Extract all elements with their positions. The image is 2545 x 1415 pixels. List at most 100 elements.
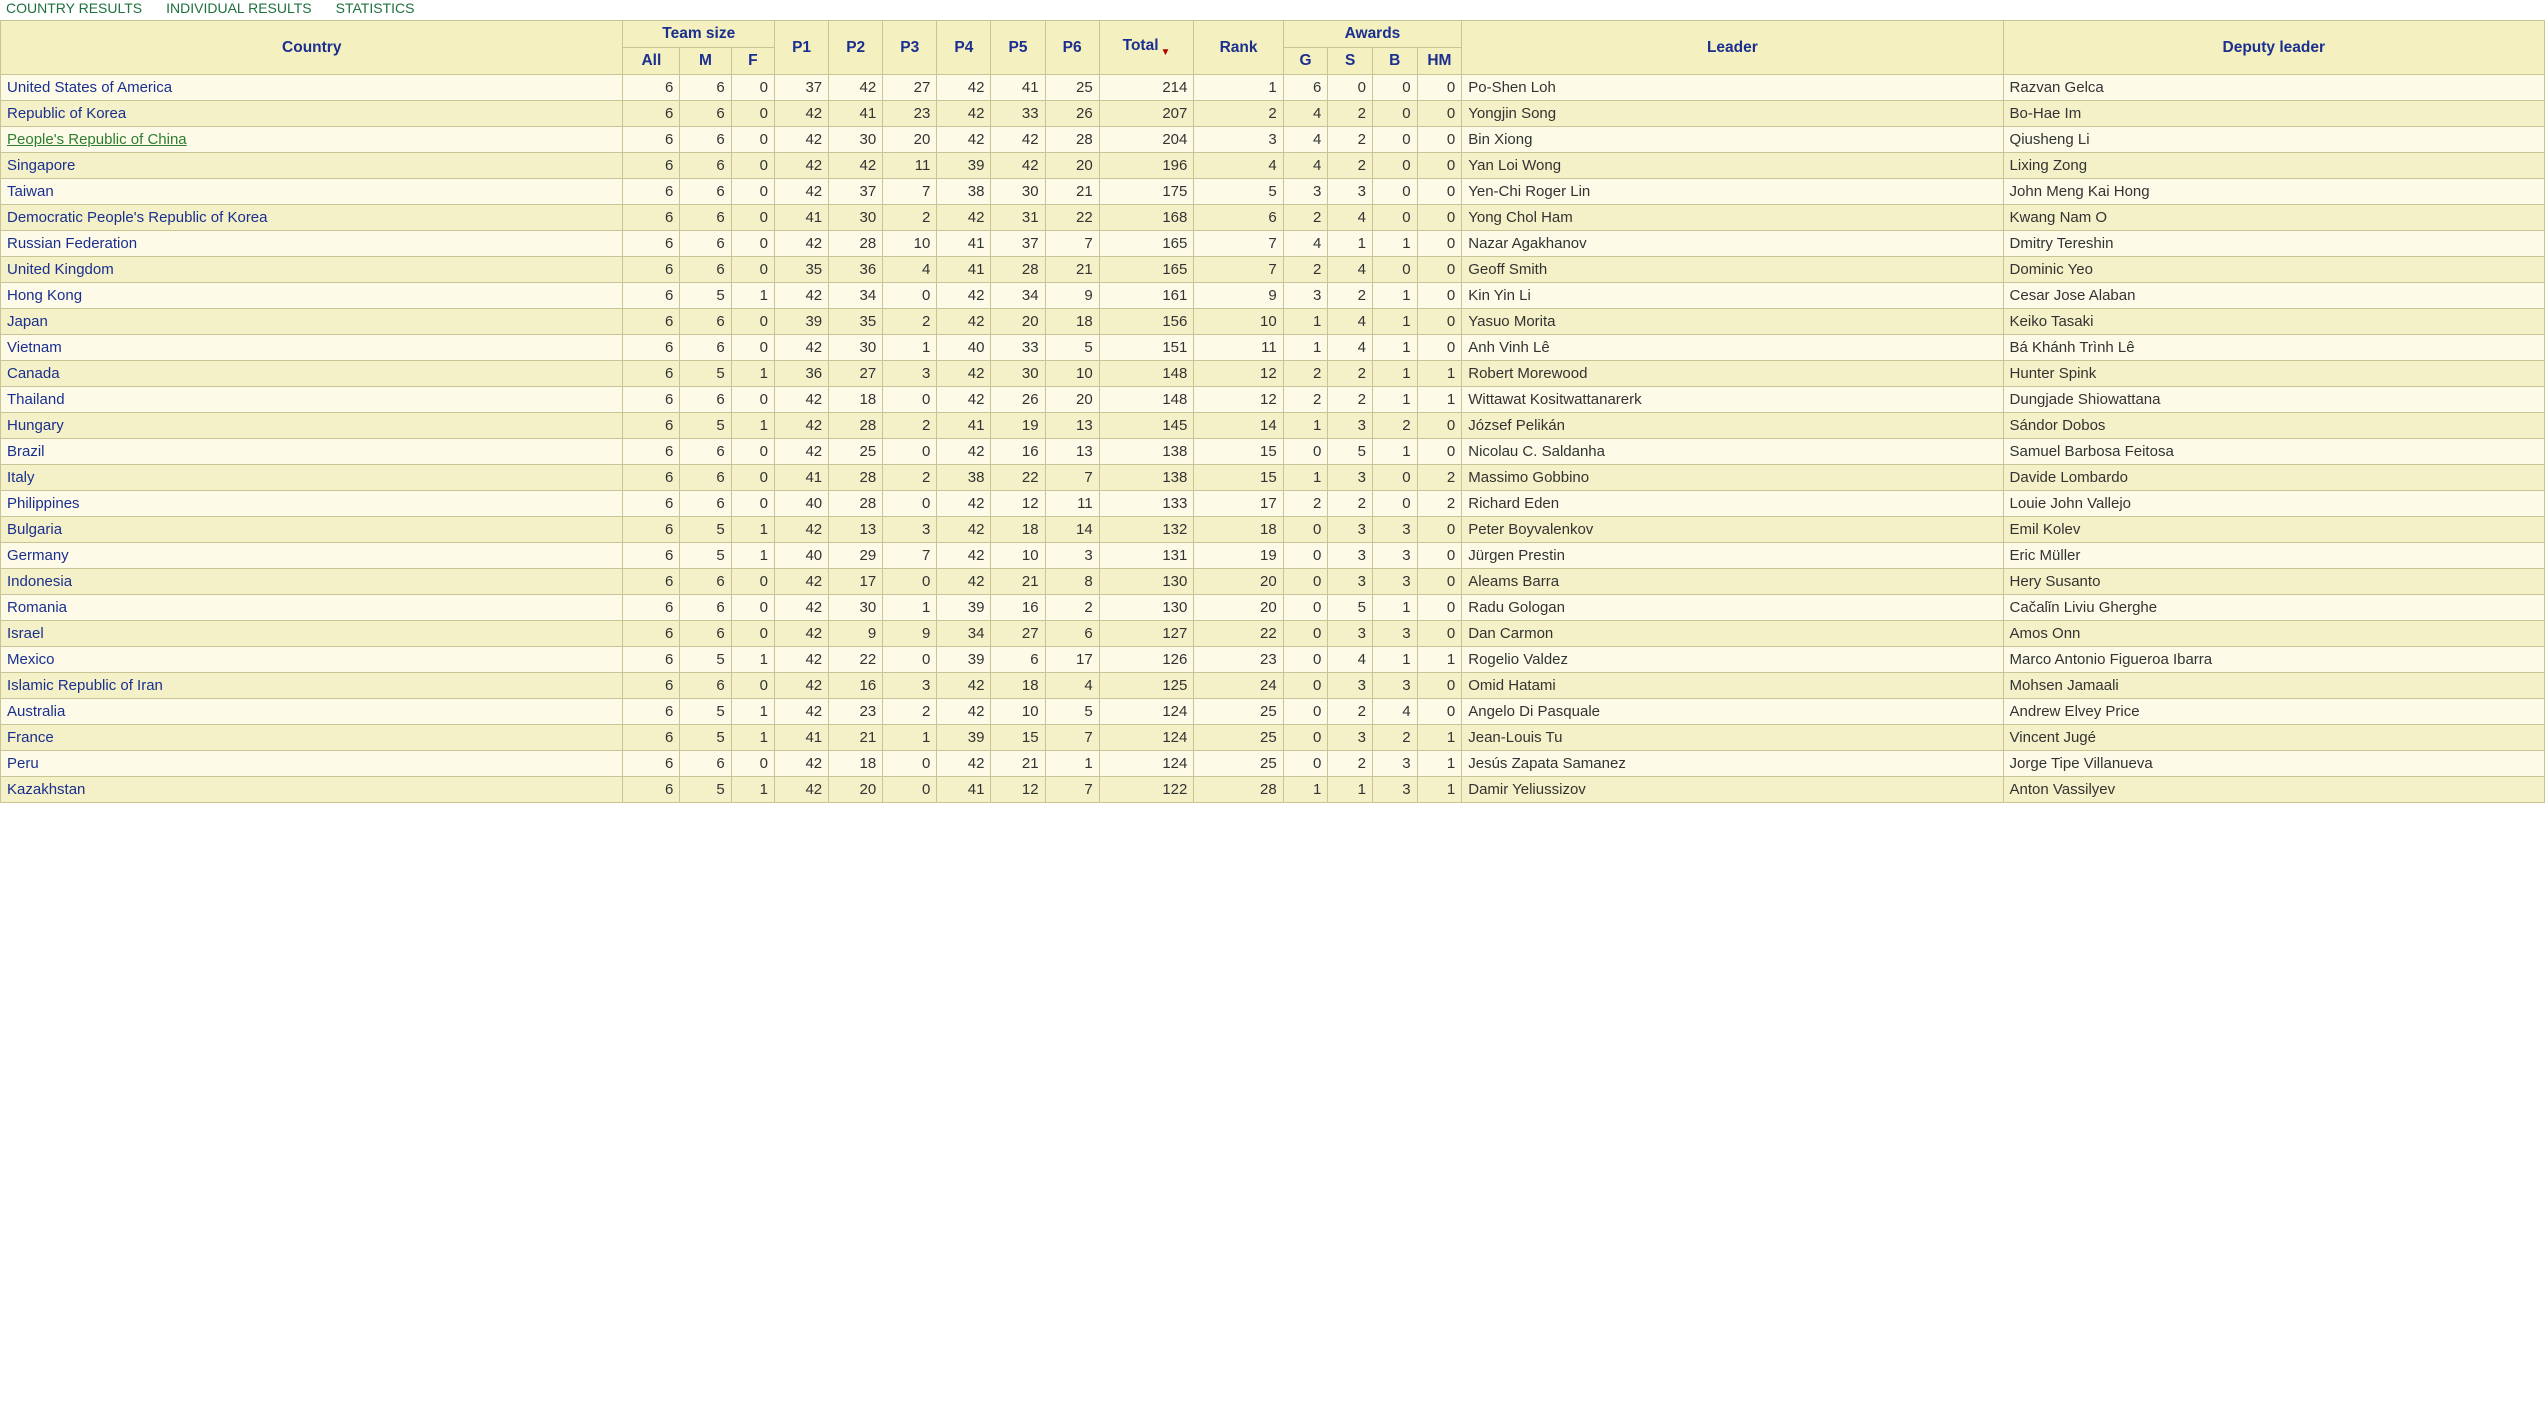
- cell-p6: 13: [1045, 413, 1099, 439]
- tab-statistics[interactable]: STATISTICS: [336, 0, 415, 16]
- cell-total: 145: [1099, 413, 1194, 439]
- cell-p2: 41: [829, 101, 883, 127]
- col-all[interactable]: All: [623, 48, 680, 75]
- country-link[interactable]: United States of America: [7, 79, 172, 96]
- cell-hm: 0: [1417, 673, 1462, 699]
- table-row: Taiwan6604237738302117553300Yen-Chi Roge…: [1, 179, 2545, 205]
- cell-m: 6: [680, 75, 731, 101]
- country-link[interactable]: Peru: [7, 755, 39, 772]
- cell-deputy: John Meng Kai Hong: [2003, 179, 2544, 205]
- cell-all: 6: [623, 595, 680, 621]
- cell-p4: 42: [937, 673, 991, 699]
- col-rank[interactable]: Rank: [1194, 21, 1283, 75]
- cell-f: 0: [731, 491, 774, 517]
- country-link[interactable]: Mexico: [7, 651, 55, 668]
- cell-p6: 7: [1045, 231, 1099, 257]
- country-link[interactable]: Democratic People's Republic of Korea: [7, 209, 268, 226]
- country-link[interactable]: Bulgaria: [7, 521, 62, 538]
- cell-leader: Peter Boyvalenkov: [1462, 517, 2003, 543]
- cell-p5: 21: [991, 751, 1045, 777]
- country-link[interactable]: Brazil: [7, 443, 45, 460]
- cell-all: 6: [623, 75, 680, 101]
- cell-all: 6: [623, 439, 680, 465]
- cell-p6: 22: [1045, 205, 1099, 231]
- cell-country: Vietnam: [1, 335, 623, 361]
- cell-leader: Yasuo Morita: [1462, 309, 2003, 335]
- country-link[interactable]: France: [7, 729, 54, 746]
- table-row: Peru6604218042211124250231Jesús Zapata S…: [1, 751, 2545, 777]
- col-total[interactable]: Total▼: [1099, 21, 1194, 75]
- cell-leader: Omid Hatami: [1462, 673, 2003, 699]
- cell-country: People's Republic of China: [1, 127, 623, 153]
- col-m[interactable]: M: [680, 48, 731, 75]
- cell-country: United Kingdom: [1, 257, 623, 283]
- cell-hm: 0: [1417, 309, 1462, 335]
- country-link[interactable]: Kazakhstan: [7, 781, 85, 798]
- cell-g: 3: [1283, 179, 1328, 205]
- country-link[interactable]: Republic of Korea: [7, 105, 126, 122]
- country-link[interactable]: Italy: [7, 469, 35, 486]
- cell-p2: 30: [829, 335, 883, 361]
- country-link[interactable]: Thailand: [7, 391, 65, 408]
- cell-all: 6: [623, 127, 680, 153]
- col-p5[interactable]: P5: [991, 21, 1045, 75]
- cell-f: 0: [731, 439, 774, 465]
- cell-p4: 42: [937, 751, 991, 777]
- cell-b: 1: [1372, 231, 1417, 257]
- cell-leader: Aleams Barra: [1462, 569, 2003, 595]
- tab-individual-results[interactable]: INDIVIDUAL RESULTS: [166, 0, 311, 16]
- country-link[interactable]: Australia: [7, 703, 65, 720]
- country-link[interactable]: Hong Kong: [7, 287, 82, 304]
- country-link[interactable]: Canada: [7, 365, 60, 382]
- cell-country: Italy: [1, 465, 623, 491]
- cell-all: 6: [623, 153, 680, 179]
- cell-f: 0: [731, 205, 774, 231]
- col-b[interactable]: B: [1372, 48, 1417, 75]
- country-link[interactable]: Indonesia: [7, 573, 72, 590]
- col-p2[interactable]: P2: [829, 21, 883, 75]
- cell-country: Germany: [1, 543, 623, 569]
- col-f[interactable]: F: [731, 48, 774, 75]
- country-link[interactable]: Germany: [7, 547, 69, 564]
- cell-deputy: Dmitry Tereshin: [2003, 231, 2544, 257]
- col-country[interactable]: Country: [1, 21, 623, 75]
- col-p6[interactable]: P6: [1045, 21, 1099, 75]
- cell-m: 6: [680, 101, 731, 127]
- cell-hm: 0: [1417, 75, 1462, 101]
- country-link[interactable]: Romania: [7, 599, 67, 616]
- country-link[interactable]: Vietnam: [7, 339, 62, 356]
- cell-m: 6: [680, 491, 731, 517]
- cell-total: 165: [1099, 257, 1194, 283]
- col-g[interactable]: G: [1283, 48, 1328, 75]
- col-p1[interactable]: P1: [775, 21, 829, 75]
- country-link[interactable]: Singapore: [7, 157, 75, 174]
- country-link[interactable]: Philippines: [7, 495, 80, 512]
- cell-total: 124: [1099, 725, 1194, 751]
- country-link[interactable]: Japan: [7, 313, 48, 330]
- country-link[interactable]: Hungary: [7, 417, 64, 434]
- cell-p1: 42: [775, 595, 829, 621]
- col-p3[interactable]: P3: [883, 21, 937, 75]
- table-row: Romania6604230139162130200510Radu Gologa…: [1, 595, 2545, 621]
- cell-f: 1: [731, 777, 774, 803]
- cell-p6: 5: [1045, 699, 1099, 725]
- cell-p4: 39: [937, 725, 991, 751]
- country-link[interactable]: People's Republic of China: [7, 131, 187, 148]
- cell-all: 6: [623, 621, 680, 647]
- country-link[interactable]: Taiwan: [7, 183, 54, 200]
- col-hm[interactable]: HM: [1417, 48, 1462, 75]
- cell-g: 2: [1283, 257, 1328, 283]
- cell-total: 204: [1099, 127, 1194, 153]
- cell-p6: 11: [1045, 491, 1099, 517]
- country-link[interactable]: United Kingdom: [7, 261, 114, 278]
- country-link[interactable]: Islamic Republic of Iran: [7, 677, 163, 694]
- cell-p6: 2: [1045, 595, 1099, 621]
- cell-p6: 7: [1045, 777, 1099, 803]
- country-link[interactable]: Russian Federation: [7, 235, 137, 252]
- tab-country-results[interactable]: COUNTRY RESULTS: [6, 0, 142, 16]
- table-row: Indonesia6604217042218130200330Aleams Ba…: [1, 569, 2545, 595]
- col-s[interactable]: S: [1328, 48, 1373, 75]
- cell-rank: 15: [1194, 439, 1283, 465]
- country-link[interactable]: Israel: [7, 625, 44, 642]
- col-p4[interactable]: P4: [937, 21, 991, 75]
